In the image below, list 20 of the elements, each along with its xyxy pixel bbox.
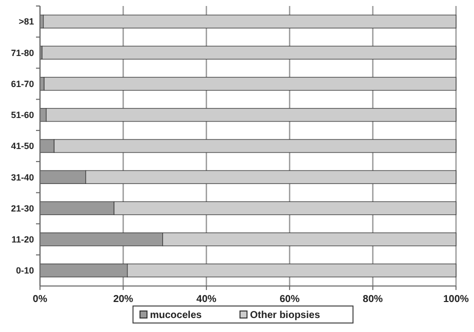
x-tick-label: 20% (113, 294, 134, 305)
x-tick-label: 80% (362, 294, 383, 305)
x-tick-label: 0% (32, 294, 48, 305)
y-tick-label: 0-10 (16, 266, 34, 276)
bar (43, 14, 456, 28)
x-tick-label: 100% (443, 294, 469, 305)
y-tick-label: 41-50 (10, 141, 34, 152)
bar (42, 46, 456, 60)
y-tick-label: 61-70 (10, 78, 34, 89)
y-tick-label: >81 (18, 16, 34, 27)
bar (44, 76, 456, 91)
legend-label: mucoceles (150, 310, 202, 321)
x-tick-label: 40% (196, 294, 217, 305)
y-tick-label: 71-80 (10, 48, 34, 58)
legend-label: Other biopsies (250, 310, 320, 321)
x-tick-label: 60% (280, 294, 300, 305)
y-tick-label: 11-20 (11, 234, 34, 244)
y-tick-label: 51-60 (10, 110, 34, 120)
y-tick-label: 21-30 (10, 203, 34, 214)
y-tick-label: 31-40 (10, 172, 34, 182)
